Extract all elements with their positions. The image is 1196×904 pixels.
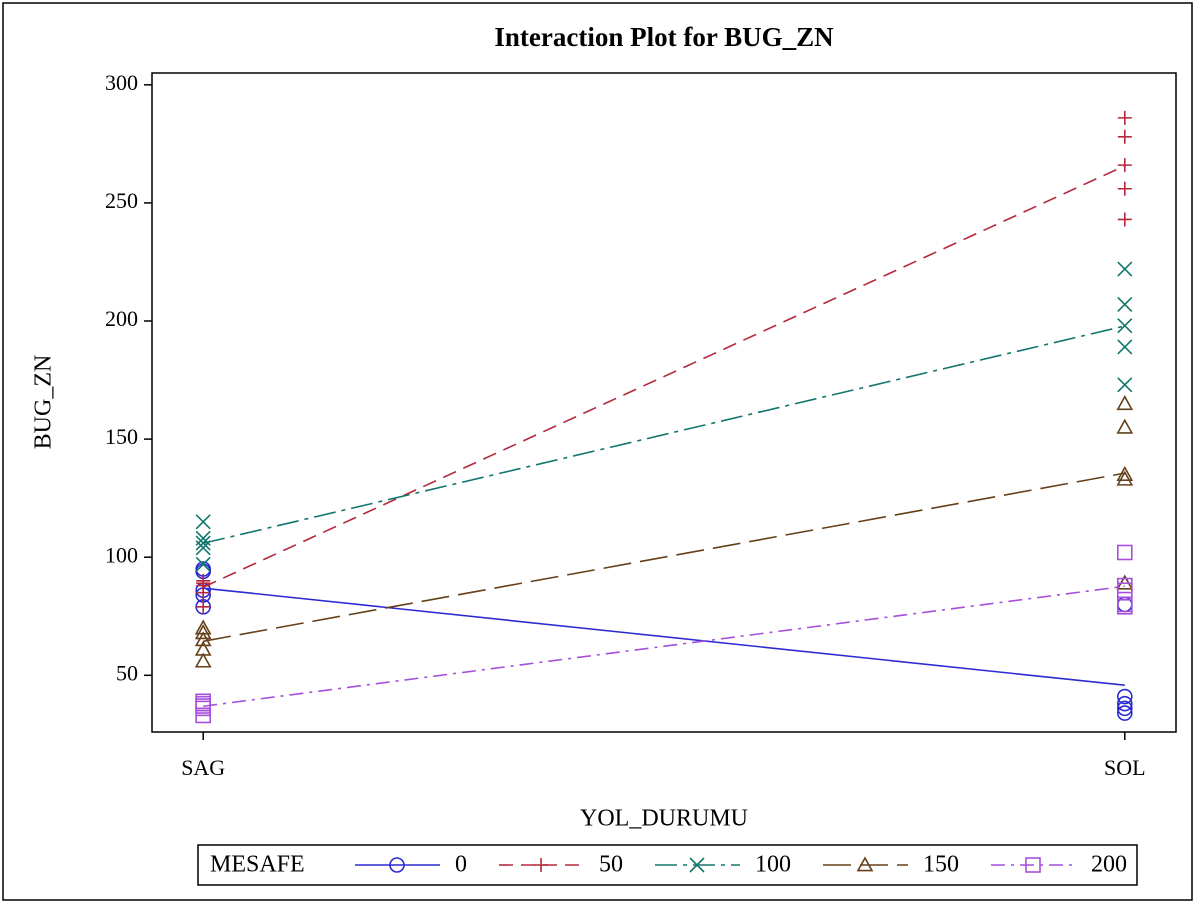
y-tick-label: 100 — [105, 542, 138, 567]
y-tick-label: 50 — [116, 660, 138, 685]
chart-title: Interaction Plot for BUG_ZN — [494, 22, 834, 52]
data-point — [195, 556, 211, 572]
x-tick-label: SOL — [1104, 755, 1146, 780]
x-tick-label: SAG — [181, 755, 225, 780]
data-point — [1116, 418, 1134, 434]
data-point — [1117, 544, 1133, 561]
data-point — [1117, 129, 1132, 144]
legend-label: 100 — [755, 852, 791, 878]
y-tick-label: 250 — [105, 188, 138, 213]
data-point — [194, 624, 212, 640]
data-point — [1117, 695, 1133, 712]
mean-line — [203, 472, 1125, 643]
data-point — [1117, 158, 1132, 173]
legend-label: 0 — [455, 852, 467, 878]
data-point — [1117, 339, 1133, 355]
y-tick-label: 200 — [105, 306, 138, 331]
legend-marker — [534, 858, 548, 872]
data-point — [1116, 395, 1134, 411]
legend-label: 150 — [923, 852, 959, 878]
data-point — [196, 599, 211, 614]
data-point — [195, 707, 211, 724]
data-point — [1117, 181, 1132, 196]
data-point — [195, 540, 211, 556]
mean-line — [203, 325, 1125, 545]
data-point — [1117, 700, 1133, 717]
legend-label: 50 — [599, 852, 623, 878]
legend-marker — [689, 857, 705, 873]
data-point — [1117, 110, 1132, 125]
legend-label: 200 — [1091, 852, 1127, 878]
data-point — [1117, 261, 1133, 277]
legend-box — [197, 844, 1138, 886]
data-point — [195, 514, 211, 530]
data-point — [196, 585, 211, 600]
legend-marker — [856, 856, 874, 872]
data-point — [1117, 599, 1133, 615]
y-tick-label: 300 — [105, 70, 138, 95]
mean-line — [203, 587, 1125, 687]
y-tick-label: 150 — [105, 424, 138, 449]
data-point — [1117, 318, 1133, 334]
legend-marker — [389, 857, 405, 873]
mean-line — [203, 585, 1125, 708]
data-point — [1117, 705, 1133, 721]
plot-area — [151, 72, 1177, 733]
mean-line — [202, 165, 1126, 588]
data-point — [1117, 377, 1133, 393]
data-point — [1117, 688, 1133, 705]
x-axis-label: YOL_DURUMU — [580, 806, 748, 832]
data-point — [1116, 470, 1134, 486]
y-axis-label: BUG_ZN — [31, 355, 57, 450]
legend-marker — [1025, 857, 1041, 873]
data-point — [194, 652, 212, 668]
legend-title: MESAFE — [210, 852, 305, 878]
data-point — [1117, 212, 1132, 227]
data-point — [194, 631, 212, 647]
data-point — [1117, 296, 1133, 313]
